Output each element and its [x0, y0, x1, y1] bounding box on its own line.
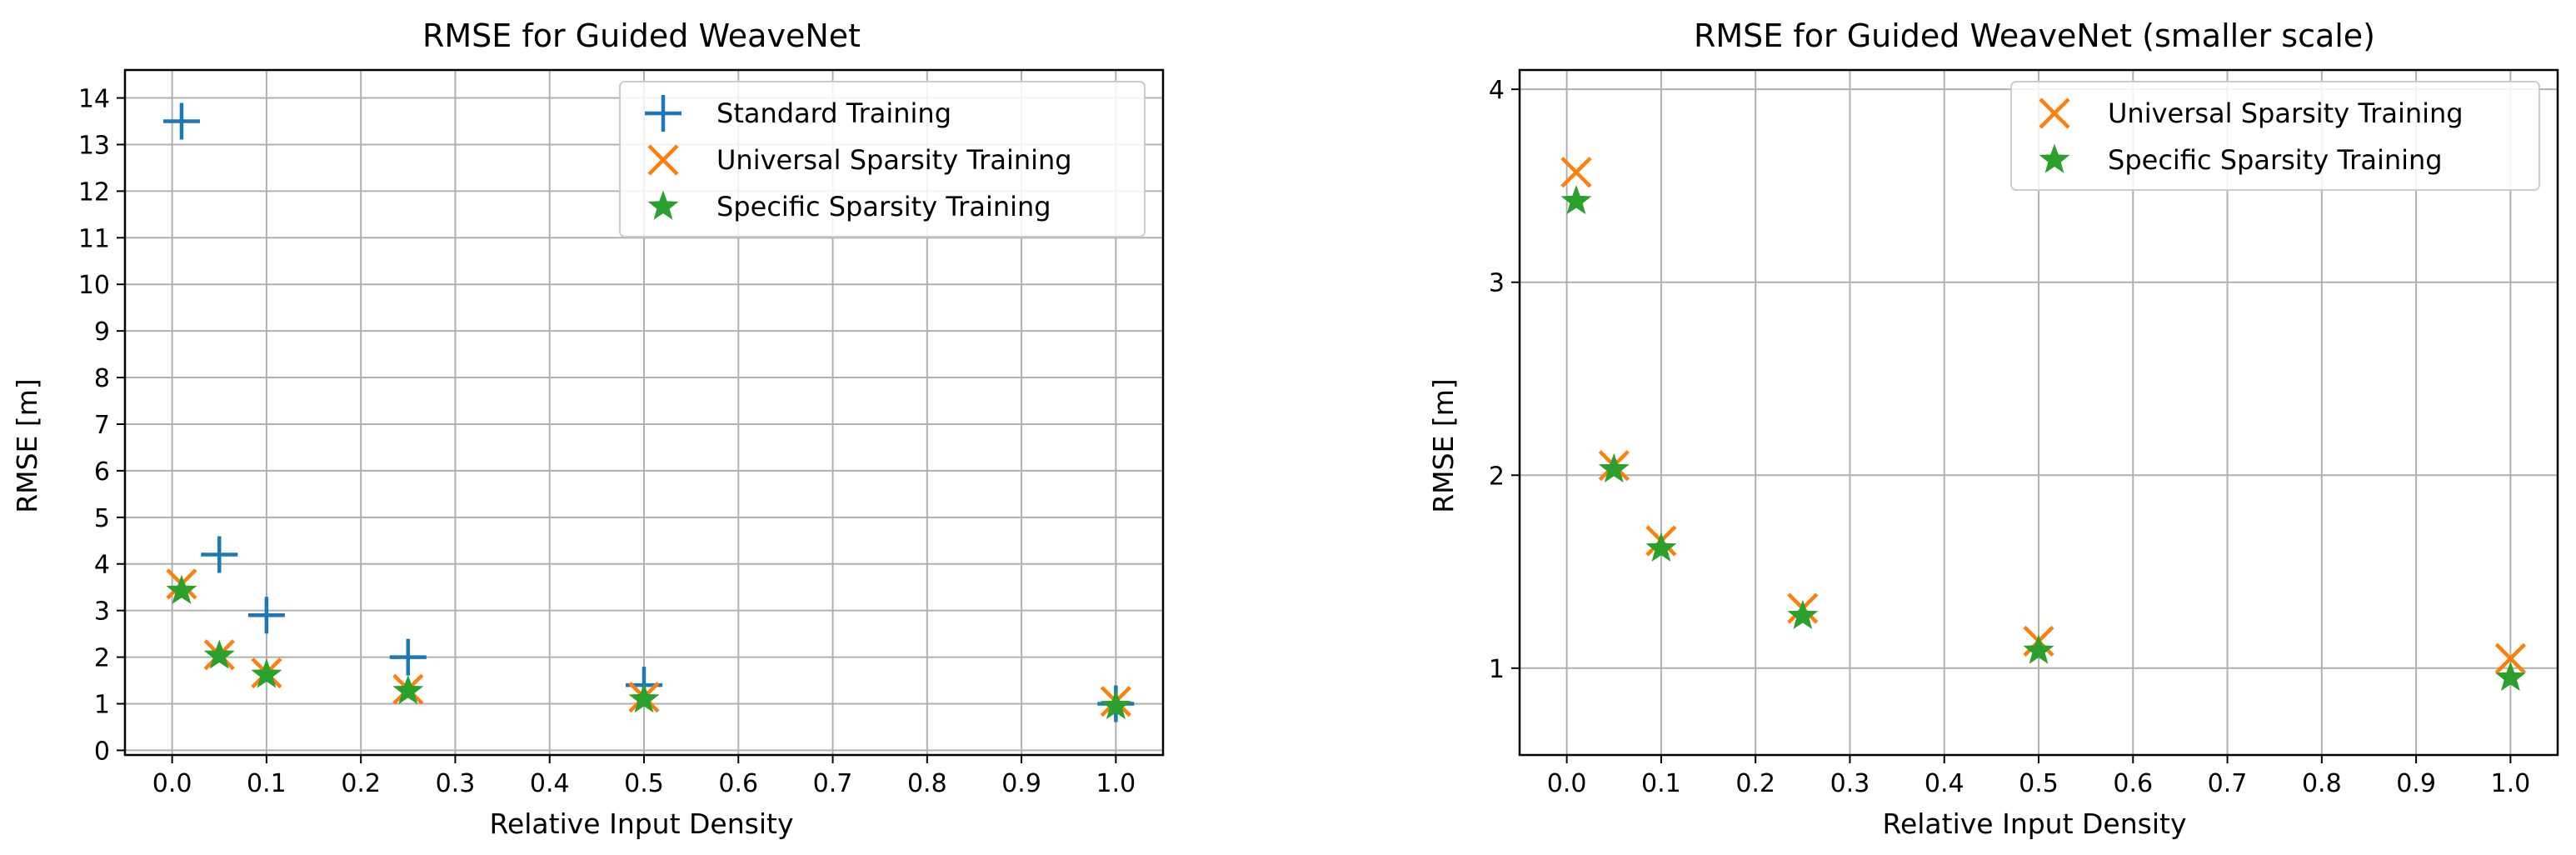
chart-right-xtick-label-9: 0.9: [2396, 769, 2436, 798]
chart-right-series-0-point-0-b: [1560, 157, 1592, 188]
chart-left-ytick-label-7: 7: [94, 411, 110, 440]
chart-right-xtick-label-1: 0.1: [1641, 769, 1681, 798]
chart-left-xtick-label-3: 0.3: [436, 769, 476, 798]
chart-left-ytick-label-5: 5: [94, 504, 110, 533]
chart-right-series-0: [1560, 157, 2526, 674]
chart-left-legend-marker-1: [647, 144, 679, 176]
chart-right-ylabel: RMSE [m]: [1427, 378, 1460, 513]
chart-right-xlabel: Relative Input Density: [1883, 808, 2187, 840]
chart-left-ytick-label-0: 0: [94, 737, 110, 766]
chart-right-ytick-label-2: 3: [1489, 269, 1505, 298]
chart-left-xtick-label-4: 0.4: [530, 769, 570, 798]
chart-right-legend-marker-1: [2039, 143, 2070, 173]
chart-right-ytick-label-3: 4: [1489, 76, 1505, 105]
chart-right-series-0-point-0: [1560, 157, 1592, 188]
chart-right-series-1: [1560, 185, 2526, 692]
chart-right-legend-box: [2010, 81, 2540, 191]
chart-right-xtick-label-6: 0.6: [2113, 769, 2153, 798]
chart-left-ytick-label-8: 8: [94, 364, 110, 393]
chart-right-series-1-point-3: [1787, 599, 1819, 630]
chart-right-legend-marker-0: [2039, 98, 2070, 129]
chart-left-series-2-point-5: [1100, 689, 1131, 720]
chart-left-series-0-point-3: [389, 638, 427, 676]
chart-right-xtick-label-0: 0.0: [1547, 769, 1587, 798]
chart-left-series-2-point-3: [392, 674, 424, 705]
chart-left-series-2-point-4: [628, 683, 660, 713]
chart-right-xtick-label-8: 0.8: [2302, 769, 2342, 798]
chart-left-title: RMSE for Guided WeaveNet: [422, 18, 861, 54]
chart-right-series-1-point-0: [1560, 185, 1592, 215]
chart-right-xtick-label-4: 0.4: [1925, 769, 1964, 798]
chart-left-ytick-label-9: 9: [94, 318, 110, 347]
chart-right-xtick-label-5: 0.5: [2019, 769, 2059, 798]
chart-left-xtick-label-0: 0.0: [152, 769, 192, 798]
chart-right-legend-label-0: Universal Sparsity Training: [2108, 98, 2464, 129]
chart-left-legend-marker-1-b: [647, 144, 679, 176]
chart-left-xtick-label-8: 0.8: [907, 769, 947, 798]
chart-left-ytick-label-3: 3: [94, 598, 110, 627]
chart-left-ytick-label-1: 1: [94, 690, 110, 719]
chart-right-xtick-label-2: 0.2: [1735, 769, 1775, 798]
chart-right-title: RMSE for Guided WeaveNet (smaller scale): [1694, 18, 2375, 54]
chart-left-series-0-point-0: [162, 102, 200, 140]
chart-left-ylabel: RMSE [m]: [11, 378, 43, 513]
chart-right-legend: Universal Sparsity Training Specific Spar…: [2010, 81, 2540, 191]
chart-left-xlabel: Relative Input Density: [490, 808, 794, 840]
chart-right-xtick-label-3: 0.3: [1830, 769, 1870, 798]
chart-left-series-0-point-1: [201, 536, 238, 573]
chart-right-ytick-label-1: 2: [1489, 462, 1505, 491]
chart-right: RMSE for Guided WeaveNet (smaller scale)…: [1427, 18, 2559, 840]
chart-left-ytick-label-13: 13: [78, 131, 110, 160]
chart-left: RMSE for Guided WeaveNet Relative Input …: [11, 18, 1165, 840]
chart-right-series-1-point-5: [2494, 661, 2526, 692]
chart-left-legend-label-1: Universal Sparsity Training: [716, 144, 1072, 176]
chart-left-legend: Standard Training Universal Sparsity Trai…: [619, 81, 1146, 238]
chart-left-xtick-label-7: 0.7: [813, 769, 853, 798]
chart-left-xtick-label-6: 0.6: [718, 769, 758, 798]
chart-left-ytick-label-10: 10: [78, 271, 110, 300]
chart-left-series-2: [166, 574, 1131, 720]
chart-right-legend-marker-0-b: [2039, 98, 2070, 129]
chart-left-legend-label-0: Standard Training: [716, 98, 951, 129]
chart-left-ytick-label-4: 4: [94, 551, 110, 580]
chart-left-xtick-label-1: 0.1: [247, 769, 287, 798]
chart-right-legend-label-1: Specific Sparsity Training: [2108, 144, 2443, 176]
chart-left-legend-marker-2: [647, 190, 679, 220]
chart-left-xtick-label-9: 0.9: [1001, 769, 1041, 798]
chart-right-xtick-label-10: 1.0: [2491, 769, 2531, 798]
chart-left-series-2-point-1: [203, 639, 235, 669]
chart-left-xtick-label-5: 0.5: [624, 769, 664, 798]
chart-right-series-0-point-5-b: [2494, 642, 2526, 674]
chart-left-ytick-label-2: 2: [94, 644, 110, 673]
chart-left-series-0-point-2: [247, 597, 285, 634]
chart-left-legend-marker-0: [645, 95, 681, 132]
chart-left-ytick-label-14: 14: [78, 85, 110, 114]
chart-right-series-1-point-2: [1645, 532, 1677, 562]
chart-left-legend-box: [619, 81, 1146, 238]
chart-right-xtick-label-7: 0.7: [2208, 769, 2248, 798]
chart-right-series-1-point-1: [1598, 452, 1630, 483]
chart-left-ytick-label-6: 6: [94, 458, 110, 487]
chart-left-series-2-point-0: [166, 574, 197, 604]
chart-left-legend-label-2: Specific Sparsity Training: [716, 191, 1051, 222]
chart-left-ytick-label-11: 11: [78, 224, 110, 253]
chart-left-xtick-label-10: 1.0: [1096, 769, 1136, 798]
chart-right-ytick-label-0: 1: [1489, 655, 1505, 684]
chart-right-series-0-point-5: [2494, 642, 2526, 674]
chart-left-series-2-point-2: [251, 658, 282, 688]
chart-left-ytick-label-12: 12: [78, 178, 110, 207]
chart-right-series-1-point-4: [2023, 634, 2054, 664]
chart-left-xtick-label-2: 0.2: [341, 769, 381, 798]
